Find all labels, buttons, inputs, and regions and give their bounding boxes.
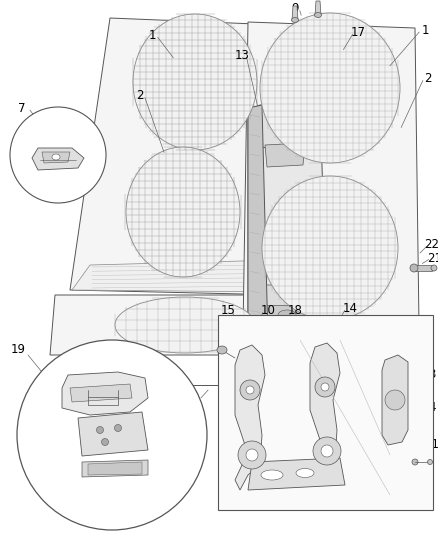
Text: 9: 9 bbox=[290, 2, 298, 14]
Circle shape bbox=[240, 380, 259, 400]
Polygon shape bbox=[291, 6, 297, 20]
Text: 2: 2 bbox=[136, 88, 143, 101]
Circle shape bbox=[96, 426, 103, 433]
Circle shape bbox=[312, 437, 340, 465]
Bar bbox=[218, 315, 432, 510]
Polygon shape bbox=[72, 260, 283, 292]
Polygon shape bbox=[247, 458, 344, 490]
Circle shape bbox=[245, 386, 254, 394]
Polygon shape bbox=[314, 1, 320, 15]
Circle shape bbox=[384, 390, 404, 410]
Text: 2: 2 bbox=[423, 71, 431, 85]
Text: 4: 4 bbox=[427, 401, 435, 415]
Ellipse shape bbox=[295, 469, 313, 478]
Circle shape bbox=[320, 445, 332, 457]
Ellipse shape bbox=[52, 154, 60, 160]
Ellipse shape bbox=[411, 459, 417, 465]
Text: 6: 6 bbox=[254, 392, 261, 405]
Circle shape bbox=[320, 383, 328, 391]
Ellipse shape bbox=[126, 147, 240, 277]
Polygon shape bbox=[78, 412, 148, 456]
Ellipse shape bbox=[314, 12, 321, 18]
Circle shape bbox=[10, 107, 106, 203]
Ellipse shape bbox=[259, 13, 399, 163]
Ellipse shape bbox=[261, 470, 283, 480]
Polygon shape bbox=[240, 398, 427, 412]
Ellipse shape bbox=[216, 346, 226, 354]
Ellipse shape bbox=[266, 388, 396, 432]
Polygon shape bbox=[50, 295, 314, 355]
Polygon shape bbox=[413, 265, 431, 271]
Circle shape bbox=[17, 340, 207, 530]
Text: 18: 18 bbox=[287, 303, 302, 317]
Text: 22: 22 bbox=[424, 238, 438, 252]
Text: 13: 13 bbox=[234, 49, 249, 61]
Text: 1: 1 bbox=[148, 28, 155, 42]
Polygon shape bbox=[284, 50, 357, 70]
Polygon shape bbox=[70, 18, 284, 295]
Circle shape bbox=[114, 424, 121, 432]
Ellipse shape bbox=[409, 264, 417, 272]
Text: 14: 14 bbox=[342, 302, 357, 314]
Polygon shape bbox=[32, 148, 84, 170]
Text: 21: 21 bbox=[427, 252, 438, 264]
Polygon shape bbox=[251, 108, 319, 148]
Polygon shape bbox=[82, 460, 148, 477]
Circle shape bbox=[101, 439, 108, 446]
Polygon shape bbox=[294, 58, 347, 67]
Circle shape bbox=[245, 449, 258, 461]
Ellipse shape bbox=[427, 459, 431, 464]
Polygon shape bbox=[247, 105, 327, 360]
Ellipse shape bbox=[133, 14, 256, 150]
Polygon shape bbox=[261, 305, 311, 325]
Text: 15: 15 bbox=[220, 303, 235, 317]
Text: 5: 5 bbox=[191, 393, 198, 407]
Ellipse shape bbox=[115, 297, 254, 353]
Text: 3: 3 bbox=[427, 368, 434, 382]
Ellipse shape bbox=[430, 265, 436, 271]
Polygon shape bbox=[309, 61, 329, 67]
Circle shape bbox=[237, 441, 265, 469]
Polygon shape bbox=[241, 22, 419, 400]
Polygon shape bbox=[247, 105, 267, 345]
Text: 19: 19 bbox=[11, 343, 25, 357]
Polygon shape bbox=[234, 345, 265, 490]
Text: 11: 11 bbox=[424, 439, 438, 451]
Ellipse shape bbox=[261, 176, 397, 320]
Polygon shape bbox=[251, 285, 321, 340]
Polygon shape bbox=[42, 152, 70, 163]
Text: 10: 10 bbox=[260, 303, 275, 317]
Text: 7: 7 bbox=[18, 101, 26, 115]
Polygon shape bbox=[70, 384, 132, 402]
Polygon shape bbox=[62, 372, 148, 415]
Text: 17: 17 bbox=[350, 26, 365, 38]
Text: 16: 16 bbox=[300, 494, 315, 506]
Ellipse shape bbox=[277, 310, 295, 320]
Polygon shape bbox=[309, 343, 339, 485]
Polygon shape bbox=[381, 355, 407, 445]
Ellipse shape bbox=[291, 18, 298, 22]
Polygon shape bbox=[88, 462, 141, 475]
Text: 1: 1 bbox=[420, 23, 428, 36]
Polygon shape bbox=[265, 143, 304, 167]
Circle shape bbox=[314, 377, 334, 397]
